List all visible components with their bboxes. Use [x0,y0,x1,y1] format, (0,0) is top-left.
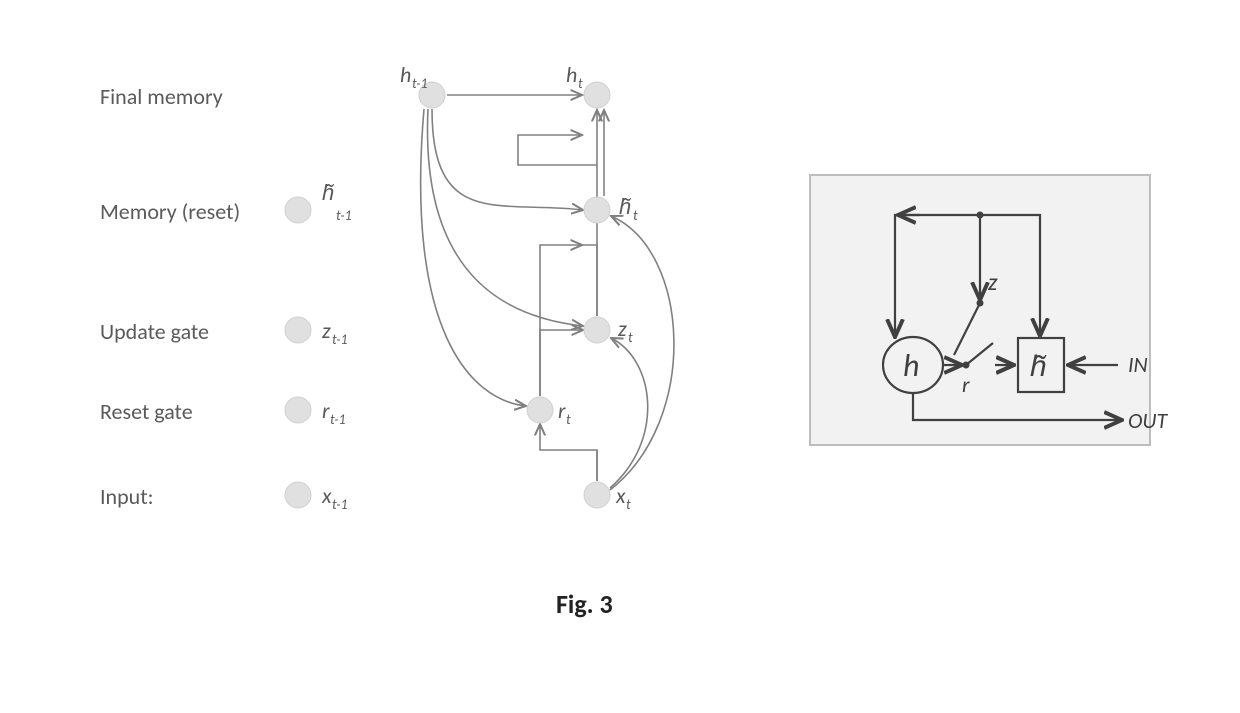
svg-text:r: r [322,397,330,424]
svg-text:t: t [626,496,631,513]
svg-text:t: t [633,207,638,224]
svg-text:t-1: t-1 [332,331,348,348]
svg-text:x: x [615,482,626,509]
row-label-memory-reset: Memory (reset) [100,198,240,225]
svg-text:t-1: t-1 [330,411,346,428]
svg-text:t: t [628,329,633,346]
z-label: z [988,268,998,297]
figure-caption: Fig. 3 [556,588,613,620]
svg-text:h̃: h̃ [322,179,334,206]
row-label-final-memory: Final memory [100,83,223,110]
svg-text:t-1: t-1 [412,75,428,92]
svg-text:t: t [578,75,583,92]
row-label-update-gate: Update gate [100,318,209,345]
svg-text:t-1: t-1 [336,207,352,224]
svg-text:t: t [566,411,571,428]
svg-text:t-1: t-1 [332,496,348,513]
figure-canvas: { "type": "diagram", "title": "Fig. 3", … [0,0,1240,713]
row-label-input: Input: [100,483,153,510]
svg-text:z: z [618,315,627,342]
svg-text:x: x [321,482,332,509]
out-label: OUT [1128,407,1169,434]
h-node-label: h [903,346,919,385]
svg-text:z: z [322,317,331,344]
row-label-reset-gate: Reset gate [100,398,193,425]
in-label: IN [1128,351,1148,378]
svg-text:r: r [558,397,566,424]
svg-text:h: h [566,61,577,88]
r-label: r [962,371,970,398]
svg-text:h: h [400,61,411,88]
htilde-box-label: h̃ [1030,348,1047,385]
svg-text:h̃: h̃ [619,193,631,220]
